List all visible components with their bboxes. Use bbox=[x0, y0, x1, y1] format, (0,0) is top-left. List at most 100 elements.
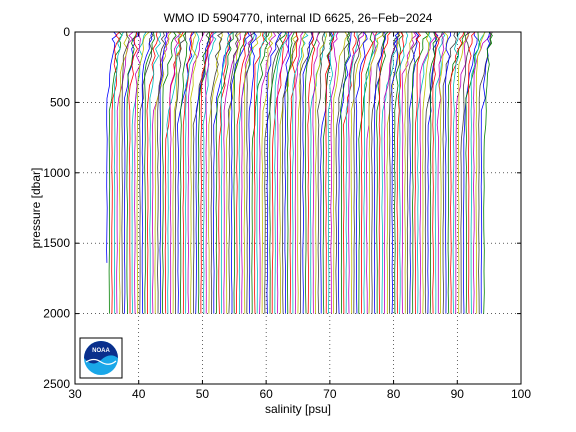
profile-line bbox=[355, 31, 368, 314]
profile-line bbox=[166, 31, 182, 314]
profile-line bbox=[376, 31, 389, 314]
profile-line bbox=[118, 31, 129, 314]
profile-lines bbox=[106, 31, 493, 314]
profile-line bbox=[274, 31, 289, 314]
profile-line bbox=[419, 31, 437, 314]
profile-line bbox=[281, 31, 299, 314]
profile-line bbox=[190, 31, 197, 314]
profile-line bbox=[335, 31, 352, 314]
profile-line bbox=[307, 31, 316, 314]
profile-line bbox=[116, 31, 134, 314]
profile-line bbox=[470, 31, 486, 314]
profile-line bbox=[396, 31, 405, 314]
profile-line bbox=[227, 31, 239, 314]
profile-line bbox=[139, 31, 154, 314]
profile-line bbox=[483, 31, 493, 314]
profile-line bbox=[444, 31, 452, 314]
profile-line bbox=[192, 31, 211, 314]
profile-line bbox=[154, 31, 172, 314]
profile-line bbox=[220, 31, 234, 314]
profile-line bbox=[144, 31, 155, 314]
profile-line bbox=[406, 31, 420, 314]
profile-line bbox=[463, 31, 478, 314]
profile-line bbox=[149, 31, 162, 314]
profile-line bbox=[159, 31, 168, 314]
profile-line bbox=[368, 31, 384, 314]
profile-line bbox=[460, 31, 471, 314]
profile-line bbox=[429, 31, 438, 314]
profile-line bbox=[218, 31, 232, 314]
profile-line bbox=[215, 32, 234, 314]
profile-line bbox=[363, 31, 382, 314]
profile-line bbox=[478, 31, 493, 314]
profile-line bbox=[248, 31, 257, 314]
profile-line bbox=[327, 31, 336, 314]
profile-line bbox=[264, 31, 281, 314]
profile-line bbox=[424, 31, 443, 314]
profile-line bbox=[131, 31, 147, 314]
logo-text: NOAA bbox=[92, 348, 110, 354]
profile-line bbox=[276, 31, 293, 314]
profile-line bbox=[408, 31, 419, 314]
profile-line bbox=[411, 31, 429, 314]
profile-line bbox=[200, 31, 213, 314]
profile-line bbox=[233, 31, 247, 314]
x-tick-label: 30 bbox=[68, 387, 82, 401]
profile-line bbox=[350, 32, 367, 314]
profile-line bbox=[468, 31, 476, 314]
profile-line bbox=[230, 31, 251, 314]
profile-line bbox=[174, 32, 187, 314]
profile-line bbox=[371, 31, 386, 314]
profile-line bbox=[162, 31, 177, 314]
profile-line bbox=[182, 31, 193, 314]
profile-line bbox=[432, 31, 440, 314]
profile-line bbox=[338, 31, 352, 314]
profile-line bbox=[414, 31, 422, 314]
profile-line bbox=[289, 31, 299, 314]
profile-line bbox=[287, 31, 295, 314]
profile-line bbox=[141, 31, 153, 314]
x-tick-label: 100 bbox=[511, 387, 531, 401]
profile-line bbox=[304, 31, 321, 314]
profile-line bbox=[312, 31, 320, 314]
profile-line bbox=[381, 31, 399, 314]
profile-line bbox=[455, 31, 470, 314]
profile-line bbox=[394, 31, 404, 314]
profile-line bbox=[391, 31, 400, 314]
profile-line bbox=[126, 31, 137, 314]
profile-line bbox=[480, 31, 491, 314]
profile-line bbox=[121, 31, 130, 314]
profile-line bbox=[256, 31, 268, 314]
profile-line bbox=[353, 31, 363, 314]
profile-line bbox=[447, 31, 466, 314]
chart-title: WMO ID 5904770, internal ID 6625, 26−Feb… bbox=[164, 11, 433, 25]
profile-line bbox=[284, 31, 290, 314]
profile-line bbox=[297, 31, 307, 314]
x-tick-label: 70 bbox=[323, 387, 337, 401]
profile-line bbox=[398, 31, 409, 314]
profile-line bbox=[317, 31, 326, 314]
profile-line bbox=[134, 31, 141, 314]
profile-line bbox=[475, 31, 485, 314]
x-axis-label: salinity [psu] bbox=[265, 402, 331, 416]
profile-line bbox=[340, 31, 350, 314]
profile-line bbox=[207, 31, 223, 314]
profile-line bbox=[378, 31, 392, 314]
profile-line bbox=[450, 31, 465, 314]
profile-line bbox=[315, 31, 328, 314]
y-tick-label: 2500 bbox=[43, 377, 70, 391]
plot-frame bbox=[74, 31, 522, 385]
profile-line bbox=[179, 31, 188, 314]
y-tick-label: 1500 bbox=[43, 236, 70, 250]
profile-line bbox=[251, 31, 270, 314]
profile-line bbox=[108, 31, 123, 314]
profile-line bbox=[187, 31, 205, 314]
profile-line bbox=[210, 31, 224, 314]
profile-line bbox=[388, 31, 401, 314]
profile-line bbox=[176, 31, 195, 314]
profile-line bbox=[404, 31, 413, 314]
profile-line bbox=[246, 31, 256, 314]
profile-line bbox=[330, 31, 339, 314]
profile-line bbox=[294, 31, 304, 314]
